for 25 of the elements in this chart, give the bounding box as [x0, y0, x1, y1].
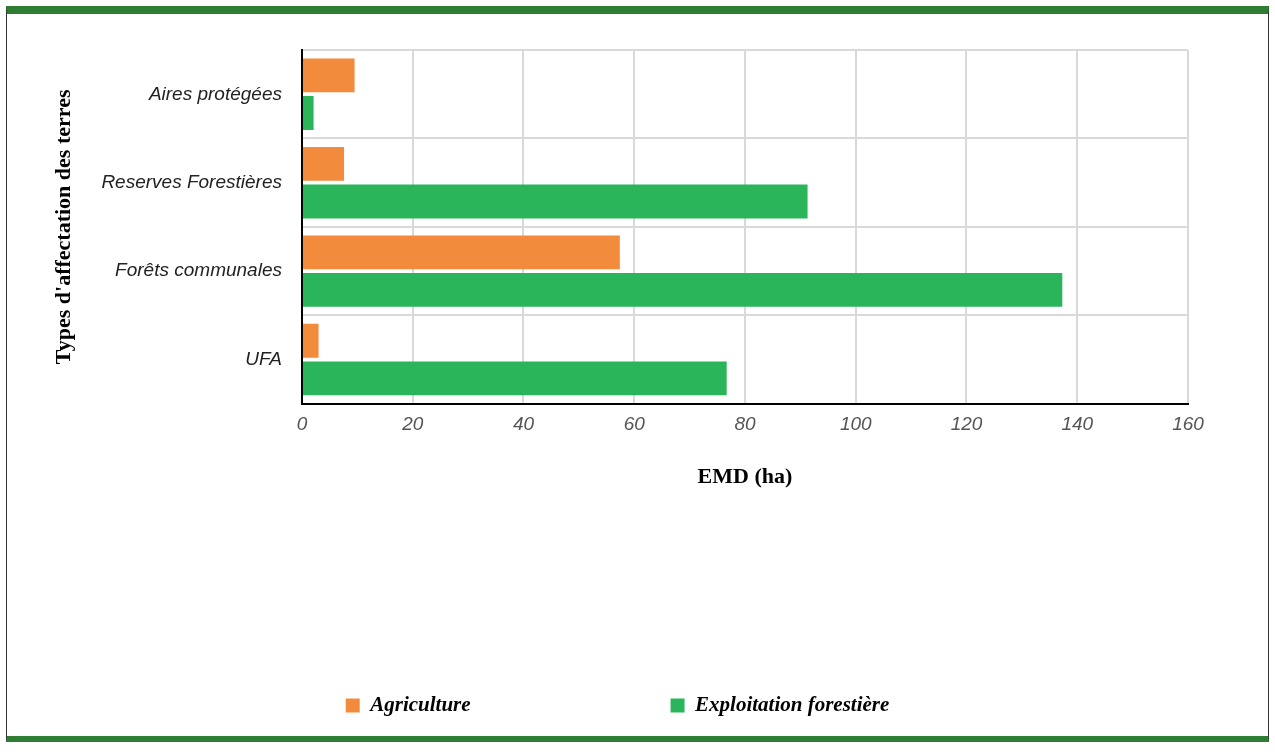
x-tick-label: 160: [1172, 413, 1205, 435]
x-tick-label: 20: [401, 413, 424, 435]
bar: [302, 146, 345, 181]
x-tick-label: 140: [1061, 413, 1094, 435]
bar: [302, 323, 319, 358]
x-axis-title: EMD (ha): [697, 463, 793, 489]
bar: [302, 58, 355, 93]
legend-label: Agriculture: [368, 691, 471, 716]
legend-label: Exploitation forestière: [694, 691, 890, 716]
x-tick-label: 40: [512, 413, 535, 435]
y-tick-label: Reserves Forestières: [101, 170, 283, 192]
y-tick-label: UFA: [245, 347, 282, 369]
x-tick-label: 0: [296, 413, 308, 435]
bar: [302, 184, 808, 219]
x-tick-label: 100: [839, 413, 873, 435]
bar: [302, 273, 1063, 307]
y-tick-label: Aires protégées: [147, 82, 283, 104]
bar: [302, 235, 620, 270]
y-tick-label: Forêts communales: [115, 259, 283, 281]
y-axis-title: Types d'affectation des terres: [49, 89, 75, 365]
x-tick-label: 80: [734, 413, 756, 435]
x-tick-label: 60: [623, 413, 646, 435]
bar: [302, 96, 314, 130]
x-tick-label: 120: [950, 413, 983, 435]
bar: [302, 361, 727, 396]
